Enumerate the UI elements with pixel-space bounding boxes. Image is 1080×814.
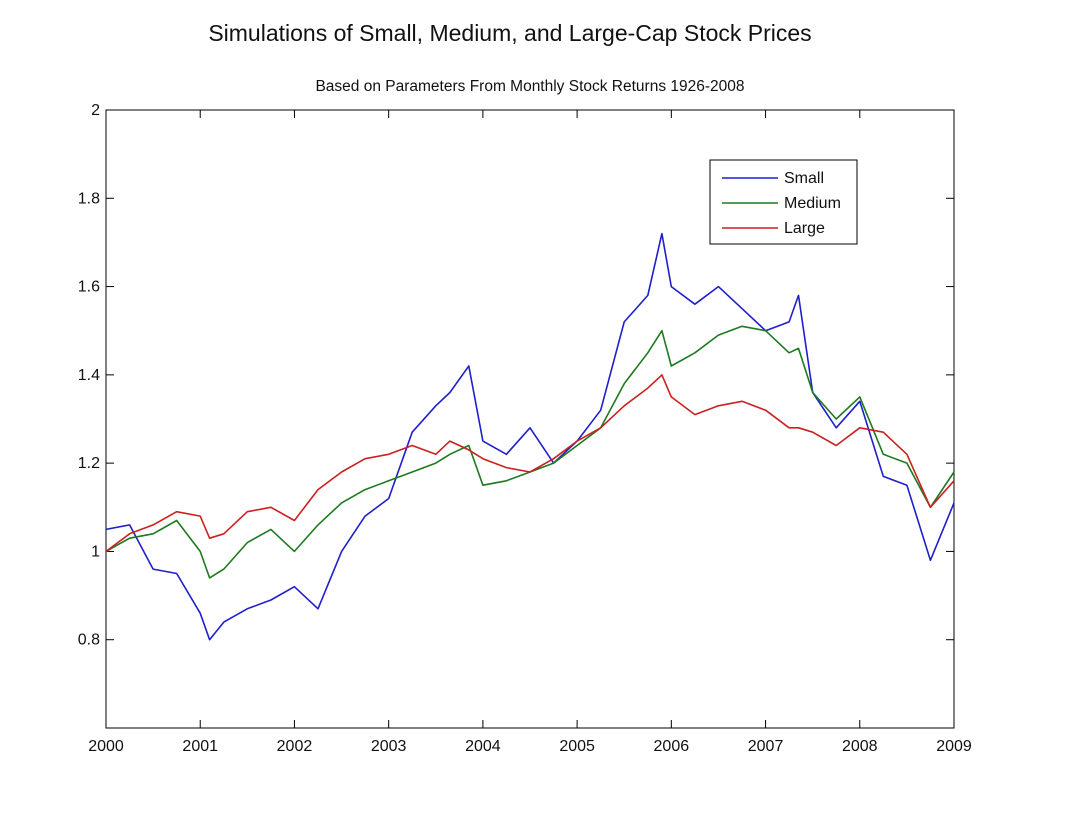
- x-tick-label: 2004: [465, 738, 501, 755]
- x-tick-label: 2000: [88, 738, 124, 755]
- y-tick-label: 1: [91, 543, 100, 560]
- x-tick-label: 2001: [182, 738, 218, 755]
- y-tick-label: 2: [91, 102, 100, 119]
- x-tick-label: 2002: [277, 738, 313, 755]
- series-line-large: [105, 374, 955, 553]
- legend-label-small: Small: [784, 170, 824, 187]
- chart-title: Simulations of Small, Medium, and Large-…: [208, 20, 812, 46]
- y-tick-label: 1.2: [78, 455, 100, 472]
- legend-box: [709, 159, 858, 245]
- x-tick-label: 2006: [654, 738, 690, 755]
- x-tick-label: 2007: [748, 738, 784, 755]
- chart-subtitle: Based on Parameters From Monthly Stock R…: [315, 78, 745, 95]
- y-tick-label: 1.4: [78, 367, 100, 384]
- legend-label-medium: Medium: [784, 195, 841, 212]
- x-tick-label: 2009: [936, 738, 972, 755]
- axes-box: [105, 109, 955, 729]
- series-line-small: [105, 232, 955, 641]
- y-tick-label: 1.6: [78, 279, 100, 296]
- series-line-medium: [105, 325, 955, 579]
- x-tick-label: 2008: [842, 738, 878, 755]
- y-tick-label: 0.8: [78, 632, 100, 649]
- y-tick-label: 1.8: [78, 190, 100, 207]
- legend-label-large: Large: [784, 220, 825, 237]
- x-tick-label: 2003: [371, 738, 407, 755]
- x-tick-label: 2005: [559, 738, 595, 755]
